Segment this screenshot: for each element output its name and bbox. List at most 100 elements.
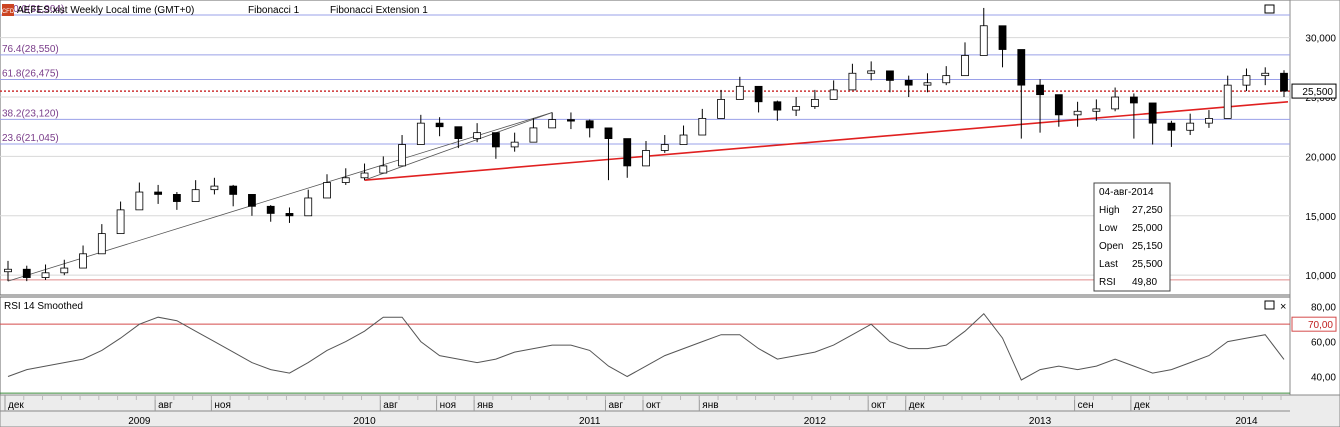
candle: [1242, 68, 1251, 92]
info-value: 25,000: [1132, 223, 1163, 234]
chart-title[interactable]: AEFES:xist Weekly Local time (GMT+0): [17, 5, 194, 16]
month-label: авг: [608, 400, 623, 411]
candle: [998, 25, 1007, 68]
candle: [529, 118, 538, 143]
price-tick-label: 15,000: [1305, 212, 1336, 223]
candle: [360, 163, 369, 181]
rsi-tick-label: 60,00: [1311, 338, 1336, 349]
candle: [510, 132, 519, 152]
candle: [548, 112, 557, 129]
cfd-badge-icon: [2, 4, 14, 16]
rsi-panel: [0, 296, 1291, 396]
rsi-close-icon[interactable]: ×: [1280, 301, 1286, 313]
grid-layer: [0, 37, 1290, 276]
fib-level-label: 100.0(31,904): [2, 4, 64, 15]
month-label: дек: [909, 400, 925, 411]
info-value: 25,150: [1132, 241, 1163, 252]
candle: [491, 132, 500, 159]
rsi-level-label: 70,00: [1308, 320, 1333, 331]
fib-extension-label[interactable]: Fibonacci Extension 1: [330, 5, 428, 16]
candle: [886, 70, 894, 93]
candle: [60, 259, 69, 276]
month-label: ноя: [214, 400, 231, 411]
last-price-label: 25,500: [1302, 87, 1333, 98]
candle: [961, 42, 969, 77]
month-label: сен: [1078, 400, 1094, 411]
candle: [1205, 110, 1213, 128]
rsi-title[interactable]: RSI 14 Smoothed: [4, 301, 83, 312]
month-label: ноя: [440, 400, 457, 411]
info-label: Last: [1099, 259, 1118, 270]
candle: [1223, 75, 1232, 119]
price-panel: [0, 0, 1291, 296]
candle: [473, 123, 482, 143]
year-label: 2014: [1235, 416, 1258, 427]
candle: [585, 119, 594, 138]
candle: [848, 63, 857, 91]
rsi-layer: 40,00 60,00 80,00 70,00: [0, 303, 1337, 394]
year-label: 2011: [579, 416, 601, 427]
year-label: 2009: [128, 416, 151, 427]
candle: [398, 135, 406, 167]
candle: [248, 194, 256, 216]
rsi-tick-label: 40,00: [1311, 373, 1336, 384]
fibonacci-label[interactable]: Fibonacci 1: [248, 5, 300, 16]
candle: [1186, 113, 1195, 136]
candle: [660, 135, 669, 153]
info-label: Open: [1099, 241, 1123, 252]
info-value: 27,250: [1132, 205, 1163, 216]
candle: [323, 174, 331, 199]
candle: [1148, 102, 1157, 145]
candle: [116, 201, 125, 235]
candle: [416, 114, 425, 145]
candle: [1167, 120, 1176, 147]
month-label: окт: [646, 400, 661, 411]
candle: [285, 207, 294, 223]
ohlc-info-box: 04-авг-2014 High 27,250 Low 25,000 Open …: [1093, 182, 1171, 292]
candle: [773, 100, 782, 121]
candle: [1073, 101, 1082, 127]
info-value: 25,500: [1132, 259, 1163, 270]
candle: [210, 177, 219, 195]
candle: [567, 112, 575, 130]
price-scale: [1289, 0, 1340, 396]
candles-layer: [4, 7, 1288, 282]
month-label: дек: [1134, 400, 1150, 411]
month-label: янв: [702, 400, 718, 411]
candle: [867, 61, 876, 81]
candle: [829, 80, 838, 100]
candle: [623, 138, 632, 178]
info-label: Low: [1099, 223, 1118, 234]
year-label: 2010: [353, 416, 376, 427]
candle: [172, 192, 181, 210]
candle: [923, 73, 932, 93]
rsi-maximize-icon[interactable]: [1264, 300, 1275, 310]
candle: [229, 184, 238, 207]
candle: [717, 89, 725, 119]
info-date: 04-авг-2014: [1099, 187, 1154, 198]
candle: [698, 108, 707, 136]
fib-level-label: 61.8(26,475): [2, 69, 59, 80]
candle: [792, 97, 801, 117]
candle: [1111, 87, 1120, 112]
candle: [679, 125, 688, 145]
rsi-tick-label: 80,00: [1311, 303, 1336, 314]
info-label: RSI: [1099, 277, 1116, 288]
candle: [810, 89, 819, 109]
candle: [191, 180, 200, 202]
candle: [904, 75, 913, 98]
candle: [154, 184, 163, 204]
rsi-level-box: [1291, 316, 1337, 332]
info-value: 49,80: [1132, 277, 1157, 288]
price-tick-label: 20,000: [1305, 152, 1336, 163]
candle: [1280, 70, 1288, 98]
candle: [79, 245, 87, 269]
candle: [97, 224, 106, 255]
month-label: авг: [383, 400, 398, 411]
candle: [979, 7, 988, 56]
candle: [379, 156, 388, 174]
month-label: янв: [477, 400, 493, 411]
maximize-icon[interactable]: [1264, 4, 1275, 14]
price-tick-label: 10,000: [1305, 271, 1336, 282]
